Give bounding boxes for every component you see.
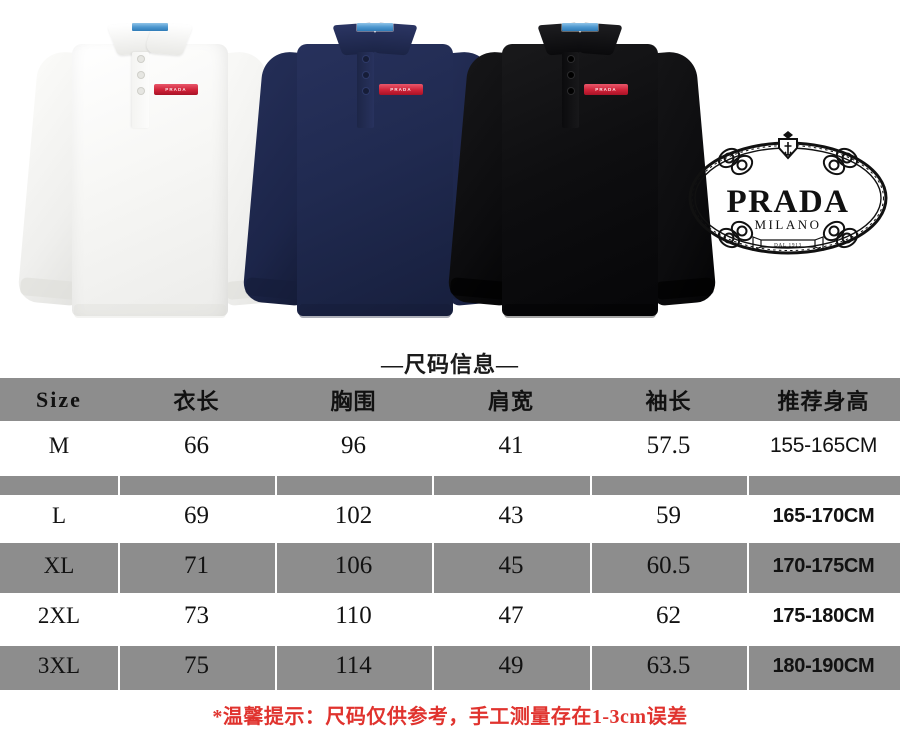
product-image-black-polo[interactable]: PRADA xyxy=(447,0,717,340)
cell-shoulder: 41 xyxy=(498,432,524,459)
table-row: 2XL 73 110 47 62 175-180CM xyxy=(0,591,900,641)
column-header-shoulder: 肩宽 xyxy=(487,388,534,414)
table-header-row: Size 衣长 胸围 肩宽 袖长 推荐身高 xyxy=(0,378,900,421)
prada-logo: PRADA MILANO DAL 1913 xyxy=(683,128,893,268)
column-header-sleeve: 袖长 xyxy=(645,388,692,414)
cell-length: 66 xyxy=(184,432,209,459)
size-chart-table: Size 衣长 胸围 肩宽 袖长 推荐身高 M 66 96 41 57.5 15… xyxy=(0,378,900,690)
placket-button xyxy=(568,72,574,78)
placket-button xyxy=(138,56,144,62)
table-row: 3XL 75 114 49 63.5 180-190CM xyxy=(0,641,900,691)
chest-logo-tab-label: PRADA xyxy=(390,87,412,92)
table-row: XL 71 106 45 60.5 170-175CM xyxy=(0,541,900,591)
cell-height: 175-180CM xyxy=(772,604,875,627)
chest-logo-tab-label: PRADA xyxy=(165,87,187,92)
cell-sleeve: 59 xyxy=(656,502,681,529)
collar-brand-tab-icon xyxy=(562,23,598,31)
cuff-left xyxy=(244,277,304,301)
table-band-2 xyxy=(0,543,900,593)
column-divider xyxy=(747,421,749,690)
prada-wordmark: PRADA xyxy=(727,184,850,220)
cell-height: 165-170CM xyxy=(772,504,875,527)
placket-button xyxy=(568,88,574,94)
prada-milano-text: MILANO xyxy=(755,217,822,232)
cell-chest: 106 xyxy=(334,552,373,579)
cell-shoulder: 47 xyxy=(498,602,524,629)
cell-height: 170-175CM xyxy=(772,554,875,577)
prada-banner-text: DAL 1913 xyxy=(774,244,802,249)
size-chart-title: —尺码信息— xyxy=(380,352,519,377)
cell-length: 69 xyxy=(184,502,209,529)
cell-size: M xyxy=(48,433,70,458)
cell-height: 180-190CM xyxy=(772,654,875,677)
cell-sleeve: 60.5 xyxy=(646,552,691,579)
column-divider xyxy=(118,421,120,690)
cell-length: 75 xyxy=(184,652,209,679)
chest-logo-tab-icon: PRADA xyxy=(379,84,423,95)
cell-shoulder: 49 xyxy=(498,652,524,679)
cell-sleeve: 62 xyxy=(656,602,681,629)
shirt-hem xyxy=(504,304,656,318)
cell-size: 2XL xyxy=(37,603,81,628)
column-header-chest: 胸围 xyxy=(330,388,377,414)
cell-chest: 96 xyxy=(341,432,366,459)
shirt-hem xyxy=(74,304,226,318)
table-band-header xyxy=(0,378,900,421)
placket-button xyxy=(363,88,369,94)
column-header-length: 衣长 xyxy=(173,388,220,414)
column-divider xyxy=(275,421,277,690)
table-row: L 69 102 43 59 165-170CM xyxy=(0,491,900,541)
cell-height: 155-165CM xyxy=(769,434,878,457)
shirt-body xyxy=(502,44,658,316)
table-gridlines xyxy=(0,378,900,690)
collar-brand-tab-icon xyxy=(132,23,168,31)
cuff-left xyxy=(449,277,509,301)
cell-chest: 110 xyxy=(335,602,372,629)
chest-logo-tab-label: PRADA xyxy=(595,87,617,92)
chest-logo-tab-icon: PRADA xyxy=(584,84,628,95)
product-photo-strip: PRADA PRADA xyxy=(0,0,900,340)
table-row: M 66 96 41 57.5 155-165CM xyxy=(0,421,900,471)
cell-chest: 114 xyxy=(335,652,372,679)
cell-chest: 102 xyxy=(334,502,373,529)
placket-button xyxy=(138,88,144,94)
placket-button xyxy=(363,72,369,78)
column-header-size: Size xyxy=(36,386,82,412)
table-band-3 xyxy=(0,646,900,690)
product-image-white-polo[interactable]: PRADA xyxy=(17,0,287,340)
cell-shoulder: 43 xyxy=(498,502,524,529)
cell-size: XL xyxy=(43,553,75,578)
cell-sleeve: 63.5 xyxy=(646,652,691,679)
shirt-hem xyxy=(299,304,451,318)
column-divider xyxy=(432,421,434,690)
column-header-height: 推荐身高 xyxy=(777,388,870,414)
column-divider xyxy=(590,421,592,690)
shirt-body xyxy=(297,44,453,316)
cell-length: 73 xyxy=(184,602,209,629)
cuff-left xyxy=(19,277,79,301)
cell-size: L xyxy=(51,503,67,528)
chest-logo-tab-icon: PRADA xyxy=(154,84,198,95)
placket-button xyxy=(568,56,574,62)
cell-sleeve: 57.5 xyxy=(646,432,691,459)
shirt-body xyxy=(72,44,228,316)
cuff-right xyxy=(655,277,715,301)
cell-size: 3XL xyxy=(37,653,81,678)
product-image-navy-polo[interactable]: PRADA xyxy=(242,0,512,340)
table-band-1 xyxy=(0,476,900,495)
measurement-disclaimer: *温馨提示：尺码仅供参考，手工测量存在1-3cm误差 xyxy=(212,706,688,728)
placket-button xyxy=(363,56,369,62)
cell-length: 71 xyxy=(184,552,209,579)
placket-button xyxy=(138,72,144,78)
cell-shoulder: 45 xyxy=(498,552,524,579)
collar-brand-tab-icon xyxy=(357,23,393,31)
